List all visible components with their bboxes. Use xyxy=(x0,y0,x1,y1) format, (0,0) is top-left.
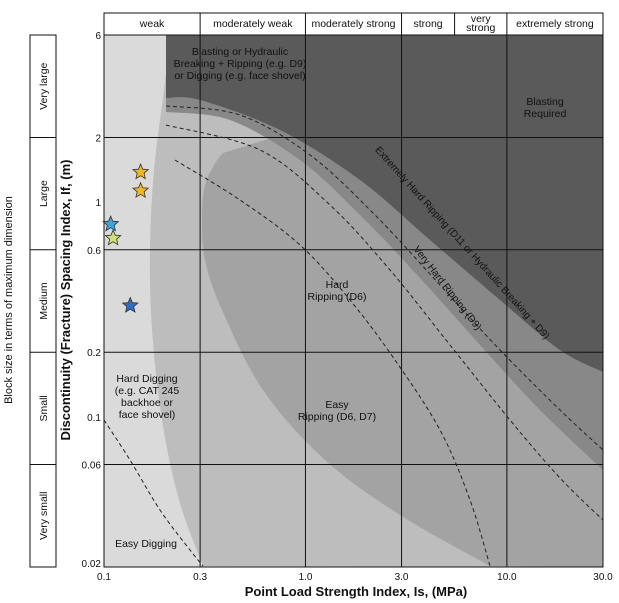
x-tick-2: 1.0 xyxy=(298,572,312,583)
y-axis-title: Discontinuity (Fracture) Spacing Index, … xyxy=(58,160,73,441)
dashed-boundary-2 xyxy=(165,124,604,521)
x-axis-title: Point Load Strength Index, Is, (MPa) xyxy=(245,584,467,599)
strength-class-0: weak xyxy=(139,18,165,30)
zone-label-5: Easy Ripping (D6, D7) xyxy=(298,399,376,423)
data-point-4 xyxy=(121,296,139,313)
zone-label-7: Easy Digging xyxy=(115,538,177,550)
block-size-2: Medium xyxy=(38,282,50,320)
excavation-zones xyxy=(149,35,603,567)
strength-class-2: moderately strong xyxy=(311,18,395,30)
y-tick-2: 1 xyxy=(95,198,101,209)
strength-class-4: very strong xyxy=(466,13,495,34)
dashed-boundary-4 xyxy=(174,159,491,567)
data-point-2 xyxy=(102,215,120,232)
block-size-frame xyxy=(29,34,57,568)
block-size-column: Very large Large Medium Small Very small xyxy=(29,34,57,568)
dashed-boundary-1 xyxy=(165,105,604,451)
tick-labels: 0.1 0.3 1.0 3.0 10.0 30.0 6 2 1 0.6 0.2 0.1 0.06 0.02 xyxy=(82,31,614,583)
y-tick-1: 2 xyxy=(95,133,101,144)
x-tick-0: 0.1 xyxy=(97,572,111,583)
block-size-4: Very small xyxy=(38,492,50,540)
dashed-boundary-3 xyxy=(103,419,204,567)
y-tick-5: 0.1 xyxy=(87,413,101,424)
zone-label-1: Blasting Required xyxy=(524,96,567,120)
block-size-3: Small xyxy=(38,395,50,421)
strength-class-1: moderately weak xyxy=(213,18,293,30)
header-frame xyxy=(103,12,604,36)
y-tick-7: 0.02 xyxy=(82,559,102,570)
strength-class-5: extremely strong xyxy=(516,18,594,30)
zone-blasting xyxy=(166,35,603,372)
zone-label-4: Hard Ripping (D6) xyxy=(308,279,367,303)
zone-boundaries xyxy=(103,105,604,567)
zone-label-6: Hard Digging (e.g. CAT 245 backhoe or face … xyxy=(115,373,180,421)
x-tick-4: 10.0 xyxy=(497,572,517,583)
x-tick-5: 30.0 xyxy=(593,572,613,583)
zone-label-0: Blasting or Hydraulic Breaking + Ripping … xyxy=(174,46,307,82)
data-point-1 xyxy=(132,181,150,199)
data-point-3 xyxy=(104,229,122,246)
data-points xyxy=(102,163,150,313)
block-size-0: Very large xyxy=(38,62,50,109)
y-tick-6: 0.06 xyxy=(82,461,102,472)
block-size-title: Block size in terms of maximum dimension xyxy=(3,196,15,404)
block-size-1: Large xyxy=(38,180,50,207)
x-tick-1: 0.3 xyxy=(193,572,207,583)
data-point-0 xyxy=(132,163,150,180)
strength-class-header: weak moderately weak moderately strong stro… xyxy=(103,12,604,36)
strength-class-3: strong xyxy=(413,18,442,30)
x-tick-3: 3.0 xyxy=(395,572,409,583)
y-tick-0: 6 xyxy=(95,31,101,42)
y-tick-4: 0.2 xyxy=(87,348,101,359)
y-tick-3: 0.6 xyxy=(87,246,101,257)
